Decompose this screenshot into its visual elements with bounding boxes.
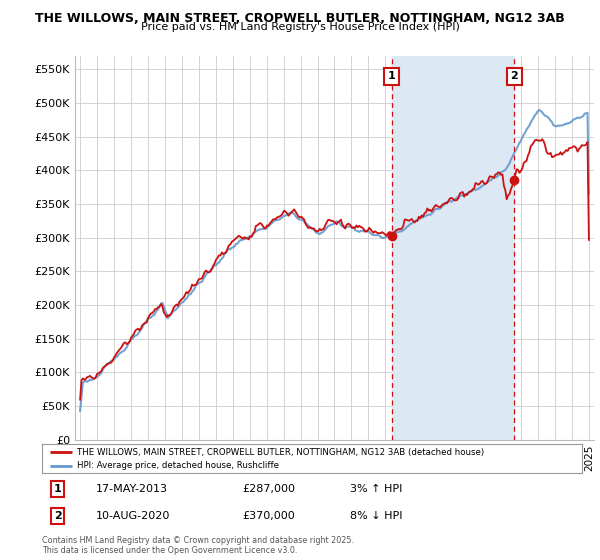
Text: £370,000: £370,000 (242, 511, 295, 521)
Text: Price paid vs. HM Land Registry's House Price Index (HPI): Price paid vs. HM Land Registry's House … (140, 22, 460, 32)
Text: 8% ↓ HPI: 8% ↓ HPI (350, 511, 402, 521)
Text: 2: 2 (511, 71, 518, 81)
Text: Contains HM Land Registry data © Crown copyright and database right 2025.
This d: Contains HM Land Registry data © Crown c… (42, 536, 354, 556)
Text: 2: 2 (54, 511, 62, 521)
Text: THE WILLOWS, MAIN STREET, CROPWELL BUTLER, NOTTINGHAM, NG12 3AB: THE WILLOWS, MAIN STREET, CROPWELL BUTLE… (35, 12, 565, 25)
Text: 17-MAY-2013: 17-MAY-2013 (96, 484, 168, 494)
Text: THE WILLOWS, MAIN STREET, CROPWELL BUTLER, NOTTINGHAM, NG12 3AB (detached house): THE WILLOWS, MAIN STREET, CROPWELL BUTLE… (77, 448, 484, 457)
Bar (392, 56, 514, 440)
Text: 1: 1 (54, 484, 62, 494)
Text: 10-AUG-2020: 10-AUG-2020 (96, 511, 170, 521)
Text: 3% ↑ HPI: 3% ↑ HPI (350, 484, 402, 494)
Text: £287,000: £287,000 (242, 484, 295, 494)
Text: HPI: Average price, detached house, Rushcliffe: HPI: Average price, detached house, Rush… (77, 461, 279, 470)
Text: 1: 1 (388, 71, 395, 81)
